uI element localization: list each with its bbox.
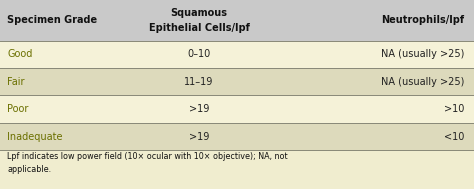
Bar [0, 123, 474, 150]
Text: Neutrophils/lpf: Neutrophils/lpf [382, 15, 465, 25]
Bar [0, 68, 474, 95]
Text: NA (usually >25): NA (usually >25) [381, 77, 465, 87]
Text: 0–10: 0–10 [187, 49, 211, 59]
Text: 11–19: 11–19 [184, 77, 214, 87]
Text: Good: Good [7, 49, 33, 59]
Text: >19: >19 [189, 132, 209, 142]
Bar [0, 95, 474, 123]
Text: <10: <10 [444, 132, 465, 142]
Text: Inadequate: Inadequate [7, 132, 63, 142]
Text: Squamous: Squamous [171, 8, 228, 18]
Bar [0, 0, 474, 41]
Text: applicable.: applicable. [7, 165, 51, 174]
Text: >19: >19 [189, 104, 209, 114]
Text: Specimen Grade: Specimen Grade [7, 15, 97, 25]
Text: Poor: Poor [7, 104, 28, 114]
Text: >10: >10 [444, 104, 465, 114]
Text: Epithelial Cells/lpf: Epithelial Cells/lpf [149, 23, 249, 33]
Text: NA (usually >25): NA (usually >25) [381, 49, 465, 59]
Bar [0, 150, 474, 180]
Bar [0, 41, 474, 68]
Text: Lpf indicates low power field (10× ocular with 10× objective); NA, not: Lpf indicates low power field (10× ocula… [7, 152, 288, 161]
Text: Fair: Fair [7, 77, 25, 87]
